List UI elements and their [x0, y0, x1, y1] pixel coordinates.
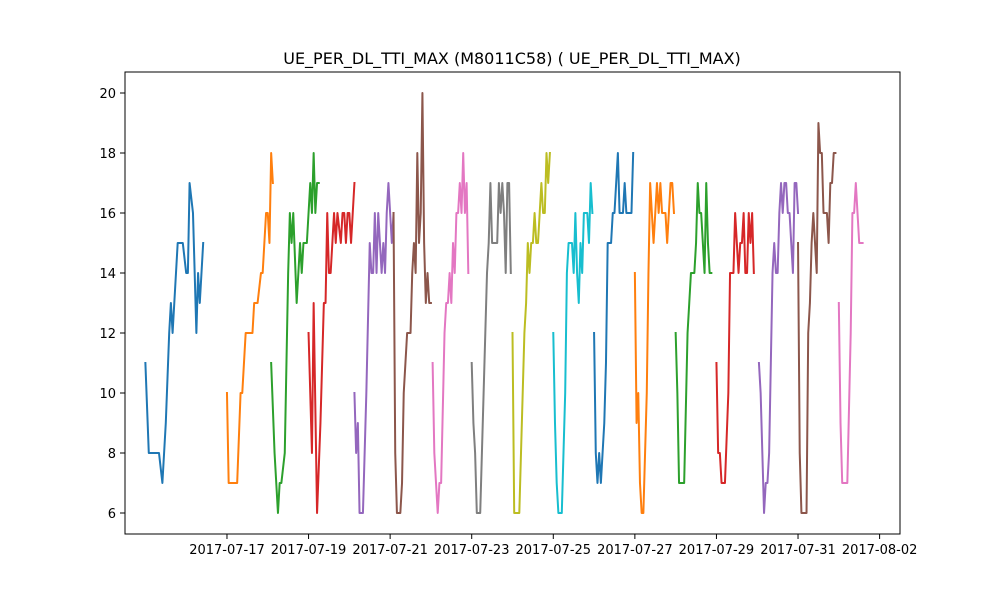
y-tick-label: 20: [99, 87, 116, 102]
series-line-3: [270, 152, 320, 514]
series-line-16: [797, 122, 837, 514]
plot-frame: [124, 71, 901, 535]
series-line-17: [837, 182, 864, 484]
chart-title: UE_PER_DL_TTI_MAX (M8011C58) ( UE_PER_DL…: [283, 49, 741, 69]
series-line-10: [552, 182, 594, 514]
x-axis: 2017-07-17 2017-07-19 2017-07-21 2017-07-23…: [189, 534, 917, 558]
series-line-13: [674, 182, 713, 484]
series-line-15: [757, 182, 800, 514]
series-line-12: [633, 182, 676, 514]
series-line-9: [511, 151, 551, 514]
plot-area: [124, 71, 901, 535]
y-tick-label: 8: [108, 447, 116, 462]
x-tick-label: 2017-07-29: [679, 543, 755, 558]
series-layer: [144, 92, 864, 514]
y-tick-label: 16: [99, 207, 116, 222]
y-tick-label: 18: [99, 147, 116, 162]
series-line-11: [593, 151, 635, 484]
x-tick-label: 2017-07-17: [189, 543, 265, 558]
series-line-1: [144, 182, 205, 484]
plot-background: [125, 72, 900, 534]
series-line-7: [431, 152, 470, 514]
series-line-5: [353, 182, 395, 514]
x-tick-label: 2017-07-19: [271, 543, 347, 558]
x-tick-label: 2017-07-27: [597, 543, 673, 558]
series-line-4: [307, 181, 356, 514]
y-tick-label: 14: [99, 267, 116, 282]
y-tick-label: 6: [108, 507, 116, 522]
series-line-14: [715, 212, 755, 484]
x-tick-label: 2017-07-21: [352, 543, 428, 558]
x-tick-label: 2017-07-23: [434, 543, 510, 558]
series-line-8: [470, 182, 512, 514]
series-line-2: [225, 152, 274, 484]
x-tick-label: 2017-07-25: [516, 543, 592, 558]
x-tick-label: 2017-08-02: [842, 543, 918, 558]
y-axis: 6 8 10 12 14 16 18 20: [99, 87, 125, 522]
y-tick-label: 10: [99, 387, 116, 402]
x-tick-label: 2017-07-31: [760, 543, 836, 558]
y-tick-label: 12: [99, 327, 116, 342]
series-line-6: [392, 92, 432, 514]
